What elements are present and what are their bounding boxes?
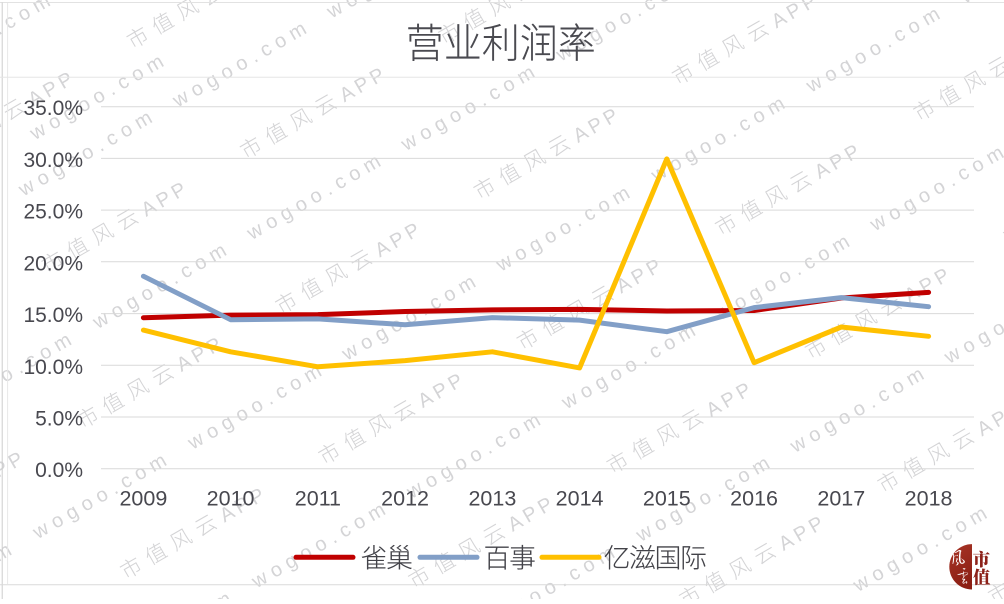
svg-text:0.0%: 0.0% [35, 459, 83, 482]
svg-text:20.0%: 20.0% [23, 252, 83, 275]
svg-text:25.0%: 25.0% [23, 201, 83, 224]
svg-text:2013: 2013 [468, 487, 516, 511]
svg-text:2017: 2017 [817, 487, 865, 511]
svg-text:15.0%: 15.0% [23, 304, 83, 327]
svg-text:35.0%: 35.0% [23, 97, 83, 120]
svg-text:2016: 2016 [730, 487, 778, 511]
svg-text:2015: 2015 [643, 487, 691, 511]
svg-text:10.0%: 10.0% [23, 356, 83, 379]
svg-text:2014: 2014 [556, 487, 604, 511]
svg-text:2009: 2009 [119, 487, 167, 511]
svg-text:30.0%: 30.0% [23, 149, 83, 172]
svg-text:2018: 2018 [905, 487, 953, 511]
svg-text:5.0%: 5.0% [35, 408, 83, 431]
svg-text:2010: 2010 [207, 487, 255, 511]
svg-text:2012: 2012 [381, 487, 429, 511]
svg-text:2011: 2011 [295, 487, 341, 511]
